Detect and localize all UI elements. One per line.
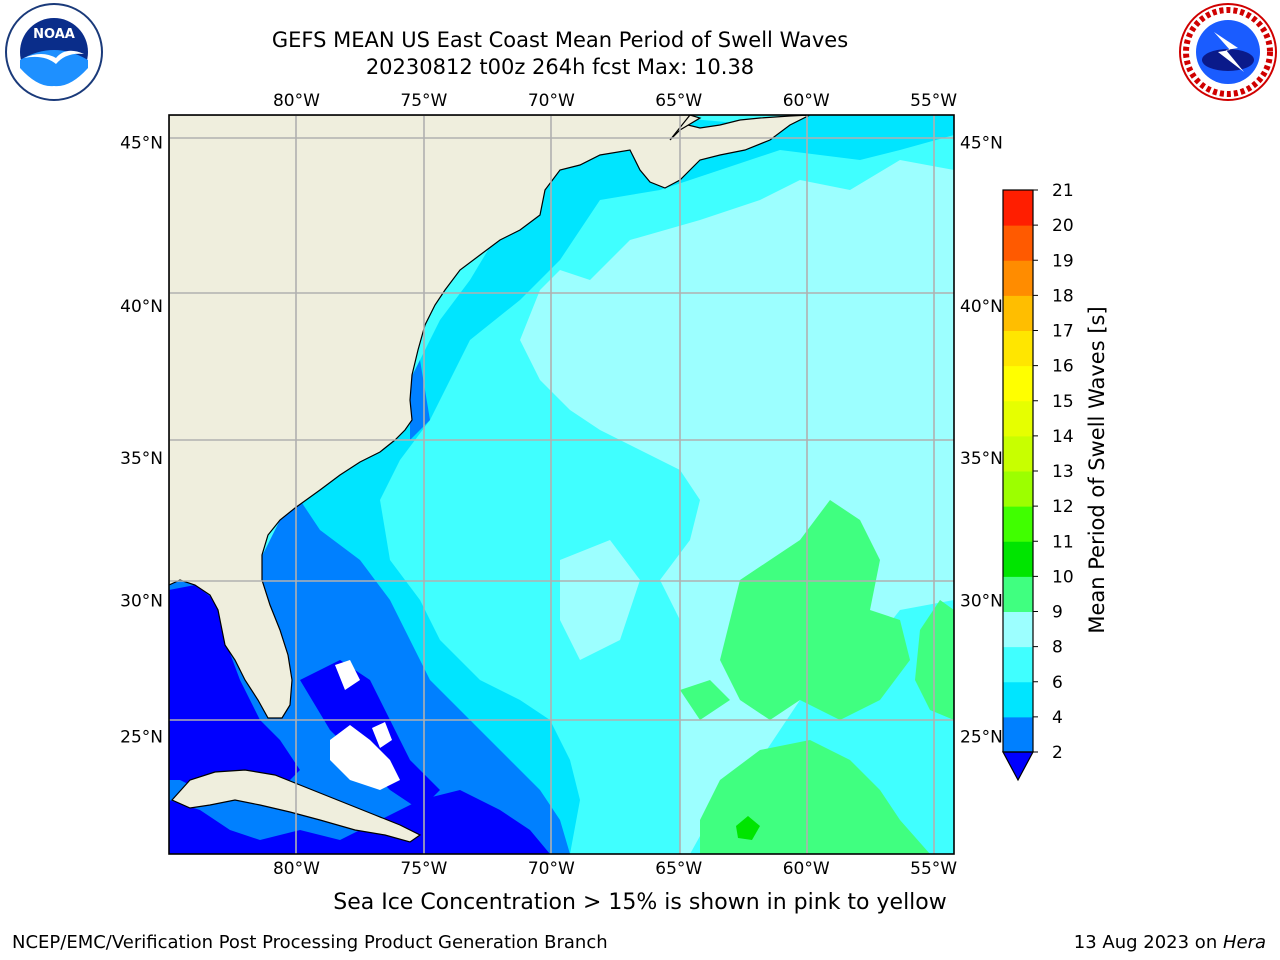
lat-tick-label-right: 30°N bbox=[960, 592, 1003, 612]
lon-tick-label-bottom: 75°W bbox=[400, 859, 447, 879]
lat-tick-label-left: 45°N bbox=[120, 133, 163, 153]
footer-date: 13 Aug 2023 on Hera bbox=[1074, 932, 1266, 953]
lat-tick-label-left: 40°N bbox=[120, 297, 163, 317]
footer-credit: NCEP/EMC/Verification Post Processing Pr… bbox=[12, 932, 608, 953]
colorbar-tick-label: 8 bbox=[1052, 638, 1063, 658]
swell-field-under-2s bbox=[169, 790, 550, 854]
colorbar-segment bbox=[1003, 435, 1033, 472]
colorbar-tick-label: 20 bbox=[1052, 216, 1074, 236]
nws-logo bbox=[1179, 3, 1277, 101]
colorbar-tick-label: 14 bbox=[1052, 427, 1074, 447]
colorbar-segment bbox=[1003, 611, 1033, 648]
colorbar-segment bbox=[1003, 400, 1033, 437]
graticule bbox=[169, 115, 954, 854]
colorbar-tick-label: 11 bbox=[1052, 532, 1074, 552]
colorbar-segment bbox=[1003, 646, 1033, 683]
colorbar-segment bbox=[1003, 365, 1033, 402]
lon-tick-label-top: 80°W bbox=[273, 91, 320, 111]
bahamas-bank bbox=[372, 722, 392, 748]
colorbar-tick-label: 16 bbox=[1052, 357, 1074, 377]
colorbar-tick-label: 4 bbox=[1052, 708, 1063, 728]
colorbar-segment bbox=[1003, 716, 1033, 753]
colorbar-segment bbox=[1003, 330, 1033, 367]
swell-field-2-4s bbox=[410, 360, 430, 440]
colorbar-tick-label: 21 bbox=[1052, 181, 1074, 201]
colorbar-segment bbox=[1003, 471, 1033, 507]
lat-tick-label-left: 30°N bbox=[120, 592, 163, 612]
swell-field-under-2s bbox=[169, 585, 300, 800]
colorbar-tick-label: 15 bbox=[1052, 392, 1074, 412]
lon-tick-label-top: 65°W bbox=[655, 91, 702, 111]
colorbar-tick-label: 10 bbox=[1052, 567, 1074, 587]
lon-tick-label-bottom: 80°W bbox=[273, 859, 320, 879]
lon-tick-label-bottom: 60°W bbox=[783, 859, 830, 879]
colorbar-tick-label: 19 bbox=[1052, 251, 1074, 271]
chart-subtitle: 20230812 t00z 264h fcst Max: 10.38 bbox=[365, 55, 755, 79]
colorbar-label: Mean Period of Swell Waves [s] bbox=[1085, 306, 1109, 634]
lat-tick-label-right: 45°N bbox=[960, 133, 1003, 153]
lon-tick-label-bottom: 65°W bbox=[655, 859, 702, 879]
lat-tick-label-left: 25°N bbox=[120, 727, 163, 747]
swell-field-under-2s bbox=[300, 660, 440, 810]
colorbar-segment bbox=[1003, 541, 1033, 577]
colorbar-tick-label: 18 bbox=[1052, 286, 1074, 306]
lon-tick-label-bottom: 70°W bbox=[528, 859, 575, 879]
sea-ice-note: Sea Ice Concentration > 15% is shown in … bbox=[333, 890, 947, 915]
swell-field-9-10s bbox=[720, 500, 910, 720]
lon-tick-label-top: 75°W bbox=[400, 91, 447, 111]
bahamas-bank bbox=[335, 660, 360, 690]
noaa-logo: NOAA bbox=[5, 3, 103, 101]
colorbar-segment bbox=[1003, 506, 1033, 542]
colorbar-tick-label: 6 bbox=[1052, 673, 1063, 693]
lon-tick-label-top: 55°W bbox=[910, 91, 957, 111]
colorbar-tick-label: 12 bbox=[1052, 497, 1074, 517]
footer-host: Hera bbox=[1222, 932, 1266, 953]
colorbar-segment bbox=[1003, 681, 1033, 718]
colorbar-segment bbox=[1003, 190, 1033, 226]
map-frame bbox=[168, 114, 955, 855]
colorbar-segment bbox=[1003, 576, 1033, 612]
lat-tick-label-left: 35°N bbox=[120, 449, 163, 469]
chart-title: GEFS MEAN US East Coast Mean Period of S… bbox=[271, 28, 849, 52]
colorbar-tick-label: 17 bbox=[1052, 322, 1074, 342]
swell-field-8-9s bbox=[560, 540, 640, 660]
colorbar-under-triangle bbox=[1001, 751, 1035, 782]
lon-tick-label-bottom: 55°W bbox=[910, 859, 957, 879]
colorbar-segment bbox=[1003, 295, 1033, 331]
lon-tick-label-top: 70°W bbox=[528, 91, 575, 111]
colorbar-segment bbox=[1003, 225, 1033, 261]
colorbar-tick-label: 9 bbox=[1052, 603, 1063, 623]
bahamas-bank bbox=[330, 725, 400, 790]
colorbar-segment bbox=[1003, 260, 1033, 296]
lon-tick-label-top: 60°W bbox=[783, 91, 830, 111]
lat-tick-label-right: 35°N bbox=[960, 449, 1003, 469]
noaa-logo-text: NOAA bbox=[33, 27, 75, 42]
colorbar-tick-label: 2 bbox=[1052, 743, 1063, 763]
footer-date-text: 13 Aug 2023 on bbox=[1073, 932, 1223, 953]
lat-tick-label-right: 25°N bbox=[960, 727, 1003, 747]
swell-field-8-9s bbox=[520, 160, 954, 854]
lat-tick-label-right: 40°N bbox=[960, 297, 1003, 317]
colorbar: 2 4 6 8 9 10 11 12 13 14 15 16 17 18 19 20 21 bbox=[1001, 181, 1074, 782]
swell-field-10-11s bbox=[736, 816, 760, 840]
colorbar-tick-label: 13 bbox=[1052, 462, 1074, 482]
north-america-land bbox=[169, 115, 811, 719]
swell-field-9-10s bbox=[680, 680, 730, 720]
swell-field-4-6s bbox=[280, 115, 954, 854]
